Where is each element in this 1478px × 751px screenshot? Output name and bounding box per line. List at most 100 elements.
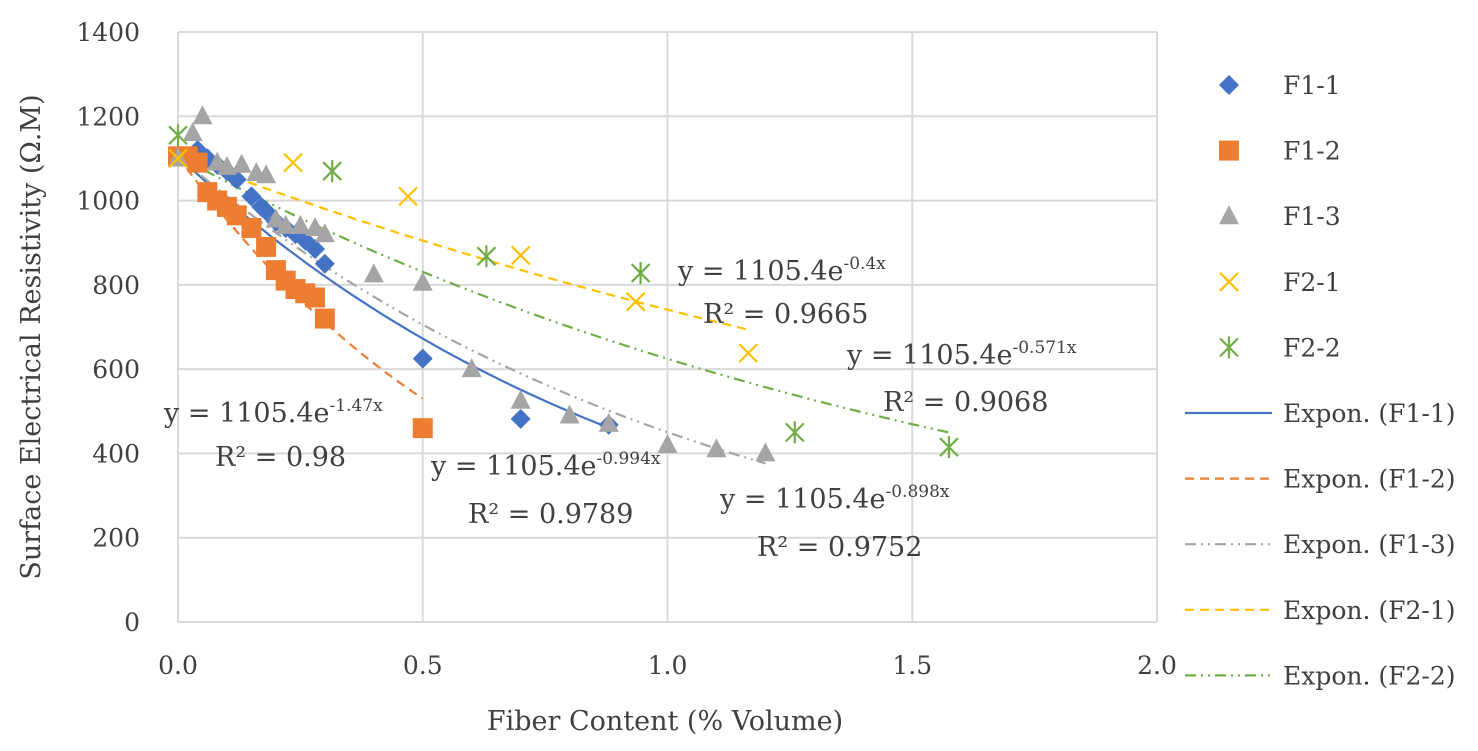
- point-f1-3: [256, 164, 277, 184]
- point-f1-3: [461, 358, 482, 378]
- point-f1-3: [275, 214, 296, 234]
- point-f2-1: [283, 152, 303, 173]
- legend-label: Expon. (F2-2): [1283, 661, 1456, 690]
- point-f2-1: [168, 148, 188, 169]
- legend-label: F2-2: [1283, 333, 1341, 362]
- point-f2-2: [939, 436, 959, 459]
- x-tick-label: 1.5: [892, 651, 932, 680]
- legend-item-f1-2: F1-2: [1219, 137, 1341, 166]
- legend-item-trend-f1-2: Expon. (F1-2): [1185, 465, 1456, 494]
- legend-item-trend-f2-1: Expon. (F2-1): [1185, 596, 1456, 625]
- point-f1-3: [265, 208, 286, 228]
- trendline-equations: y = 1105.4e-0.994x R² = 0.9789 y = 1105.4e…: [163, 254, 1077, 563]
- legend-label: F1-2: [1283, 137, 1341, 166]
- legend-marker-f1-3: [1219, 205, 1239, 225]
- y-tick-label: 1400: [76, 18, 140, 47]
- legend-marker-f1-2: [1219, 140, 1239, 161]
- legend-label: Expon. (F2-1): [1283, 596, 1456, 625]
- y-tick-label: 0: [124, 608, 140, 637]
- point-f2-2: [322, 160, 342, 183]
- legend: F1-1 F1-2 F1-3 F2-1 F2-2 Expon. (F1-1) Expon. …: [1185, 71, 1456, 690]
- point-f2-1: [398, 186, 418, 207]
- trendline-f2-2: [177, 155, 950, 434]
- legend-item-f2-1: F2-1: [1219, 268, 1341, 297]
- equation-f2-2: y = 1105.4e-0.571x: [846, 338, 1077, 371]
- point-f1-1: [256, 201, 277, 222]
- point-f1-3: [290, 214, 311, 234]
- legend-item-trend-f1-3: Expon. (F1-3): [1185, 530, 1456, 559]
- x-axis-ticks: 0.0 0.5 1.0 1.5 2.0: [158, 651, 1177, 680]
- y-tick-label: 400: [92, 439, 140, 468]
- legend-label: F1-3: [1283, 202, 1341, 231]
- legend-item-trend-f2-2: Expon. (F2-2): [1185, 661, 1456, 690]
- y-axis-title: Surface Electrical Resistivity (Ω.M): [16, 94, 47, 579]
- legend-label: F1-1: [1283, 71, 1341, 100]
- x-axis-title: Fiber Content (% Volume): [487, 706, 843, 737]
- point-f1-1: [314, 253, 335, 274]
- equation-f1-2: y = 1105.4e-1.47x: [163, 396, 383, 429]
- point-f1-1: [241, 186, 262, 207]
- gridlines: [177, 31, 1158, 623]
- point-f1-3: [598, 412, 619, 432]
- y-tick-label: 800: [92, 271, 140, 300]
- point-f1-3: [192, 105, 213, 125]
- legend-marker-f2-2: [1219, 336, 1239, 359]
- y-axis-ticks: 0 200 400 600 800 1000 1200 1400: [76, 18, 140, 637]
- r-squared-f1-3: R² = 0.9752: [757, 532, 922, 563]
- point-f1-3: [216, 155, 237, 175]
- y-tick-label: 600: [92, 355, 140, 384]
- legend-item-f1-1: F1-1: [1219, 71, 1341, 100]
- point-f1-2: [412, 418, 433, 439]
- x-tick-label: 0.0: [158, 651, 198, 680]
- point-f1-3: [182, 122, 203, 142]
- x-tick-label: 1.0: [648, 651, 688, 680]
- point-f2-1: [738, 343, 759, 363]
- point-f2-1: [510, 245, 531, 266]
- point-f1-3: [314, 223, 335, 243]
- point-f1-3: [510, 389, 531, 409]
- equation-f2-1: y = 1105.4e-0.4x: [677, 254, 886, 287]
- legend-marker-f2-1: [1219, 272, 1239, 292]
- x-tick-label: 2.0: [1137, 651, 1177, 680]
- point-f1-2: [241, 217, 262, 238]
- point-f1-3: [363, 263, 384, 283]
- trendline-f1-3: [177, 155, 766, 465]
- point-f1-3: [706, 438, 727, 458]
- point-f1-2: [256, 236, 277, 257]
- r-squared-f1-1: R² = 0.9789: [468, 499, 633, 530]
- point-f1-1: [412, 348, 433, 369]
- legend-item-f2-2: F2-2: [1219, 333, 1341, 362]
- y-tick-label: 1000: [76, 187, 140, 216]
- r-squared-f1-2: R² = 0.98: [215, 442, 346, 473]
- point-f1-3: [412, 271, 433, 291]
- point-f1-1: [305, 239, 326, 260]
- y-tick-label: 200: [92, 524, 140, 553]
- point-f2-2: [476, 245, 497, 268]
- point-f1-3: [559, 404, 580, 424]
- point-f1-3: [755, 442, 776, 462]
- equation-f1-1: y = 1105.4e-0.994x: [430, 449, 661, 482]
- data-points: [168, 105, 959, 462]
- point-f1-3: [231, 153, 252, 173]
- legend-marker-f1-1: [1219, 75, 1239, 95]
- legend-label: Expon. (F1-3): [1283, 530, 1456, 559]
- legend-label: F2-1: [1283, 268, 1341, 297]
- point-f2-2: [784, 421, 805, 444]
- point-f1-2: [187, 152, 208, 173]
- trendline-f2-1: [177, 155, 749, 331]
- equation-f1-3: y = 1105.4e-0.898x: [719, 482, 950, 515]
- point-f2-1: [625, 291, 646, 312]
- legend-label: Expon. (F1-2): [1283, 465, 1456, 494]
- y-tick-label: 1200: [76, 102, 140, 131]
- legend-label: Expon. (F1-1): [1283, 399, 1456, 428]
- point-f1-2: [305, 287, 326, 308]
- point-f2-2: [630, 262, 651, 285]
- legend-item-trend-f1-1: Expon. (F1-1): [1185, 399, 1456, 428]
- point-f1-1: [510, 408, 531, 429]
- r-squared-f2-2: R² = 0.9068: [883, 387, 1048, 418]
- point-f1-2: [314, 308, 335, 329]
- point-f2-2: [168, 124, 188, 147]
- point-f1-3: [305, 216, 326, 236]
- x-tick-label: 0.5: [403, 651, 443, 680]
